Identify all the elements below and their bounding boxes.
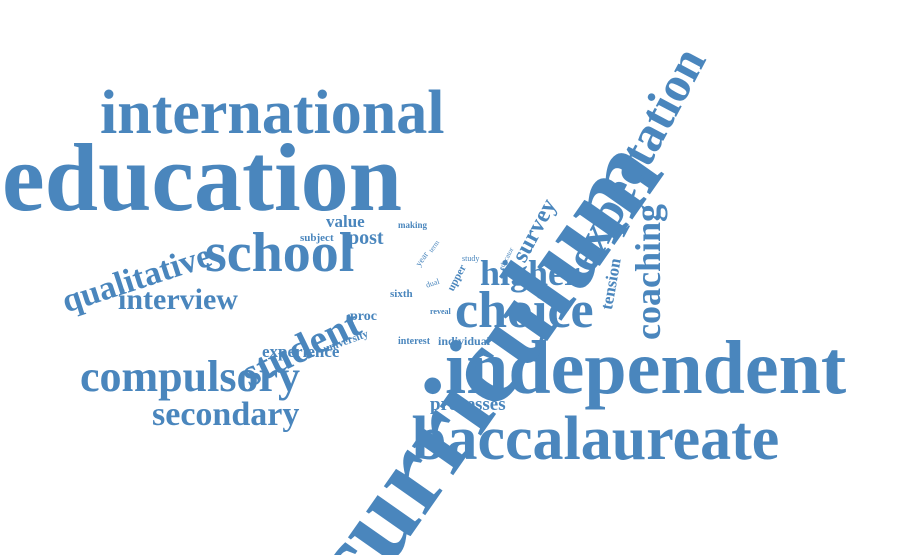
word-interview: interview (118, 283, 238, 316)
word-student: student (233, 299, 368, 396)
word-coaching: coaching (628, 203, 668, 340)
word-choice: choice (455, 282, 594, 339)
word-making: making (398, 220, 428, 230)
word-education: education (2, 124, 403, 231)
word-reveal: reveal (430, 307, 451, 316)
word-processes: processes (430, 394, 506, 415)
word-secondary: secondary (152, 396, 300, 433)
word-year: year (413, 249, 431, 269)
word-post: post (348, 227, 384, 249)
word-higher: higher (480, 253, 581, 293)
word-subject: subject (300, 232, 334, 244)
word-compulsory: compulsory (80, 352, 300, 401)
word-school: school (205, 222, 355, 284)
word-baccalaureate: baccalaureate (412, 405, 780, 473)
word-interest: interest (398, 336, 431, 347)
word-experience: experience (262, 342, 340, 361)
word-dual: dual (424, 276, 441, 290)
word-sixth: sixth (390, 288, 413, 300)
word-independent: independent (445, 326, 847, 410)
word-international: international (100, 79, 445, 147)
word-study: study (462, 254, 480, 263)
word-value: value (326, 212, 365, 231)
word-individual: individual (438, 334, 491, 348)
word-proc: proc (350, 309, 377, 324)
word-term: term (427, 238, 442, 255)
